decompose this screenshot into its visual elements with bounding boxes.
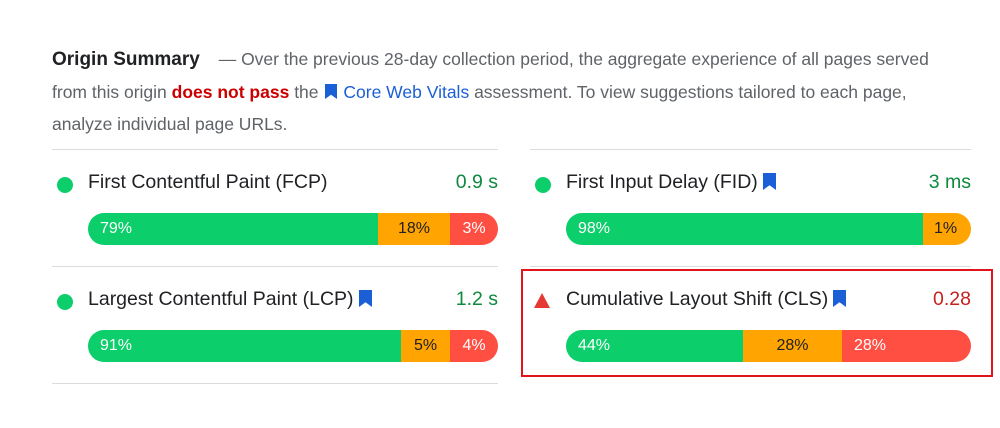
bar-segment-poor: 4% (450, 330, 498, 362)
bar-segment-good: 79% (88, 213, 378, 245)
metric-name: First Contentful Paint (FCP) (88, 171, 328, 193)
metric-name: Largest Contentful Paint (LCP) (88, 288, 372, 311)
metric-name: First Input Delay (FID) (566, 171, 776, 194)
bookmark-icon[interactable] (358, 290, 372, 307)
core-web-vitals-link-text: Core Web Vitals (343, 82, 470, 102)
bar-segment-needs-improvement: 18% (378, 213, 450, 245)
metric-lcp: Largest Contentful Paint (LCP) 1.2 s 91%… (52, 284, 498, 400)
metric-name: Cumulative Layout Shift (CLS) (566, 288, 847, 311)
divider-top-left (52, 149, 498, 150)
bookmark-icon[interactable] (833, 290, 847, 307)
metric-header: Cumulative Layout Shift (CLS) 0.28 (530, 284, 971, 314)
green-circle-icon (535, 177, 551, 193)
metric-header: First Contentful Paint (FCP) 0.9 s (52, 167, 498, 197)
bookmark-icon (325, 84, 338, 99)
metric-value: 3 ms (928, 171, 971, 193)
metric-cls: Cumulative Layout Shift (CLS) 0.28 44% 2… (530, 284, 971, 400)
distribution-bar: 79% 18% 3% (88, 213, 498, 245)
highlight-box (521, 269, 993, 377)
divider-bottom-left (52, 383, 498, 384)
metric-fcp: First Contentful Paint (FCP) 0.9 s 79% 1… (52, 167, 498, 283)
origin-summary: Origin Summary — Over the previous 28-da… (52, 43, 932, 140)
bar-segment-needs-improvement: 5% (401, 330, 450, 362)
metric-header: Largest Contentful Paint (LCP) 1.2 s (52, 284, 498, 314)
origin-summary-title: Origin Summary (52, 49, 200, 70)
core-web-vitals-link[interactable]: Core Web Vitals (323, 82, 469, 102)
metric-fid: First Input Delay (FID) 3 ms 98% 1% (530, 167, 971, 283)
bar-segment-poor: 3% (450, 213, 498, 245)
distribution-bar: 44% 28% 28% (566, 330, 971, 362)
divider-middle-right (530, 266, 971, 267)
divider-top-right (530, 149, 971, 150)
fail-status-text: does not pass (171, 82, 290, 102)
bar-segment-needs-improvement: 28% (743, 330, 842, 362)
summary-text-3: assessment. To view suggestions tailored… (52, 82, 907, 134)
bar-segment-poor: 28% (842, 330, 971, 362)
green-circle-icon (57, 294, 73, 310)
red-triangle-icon (534, 293, 550, 308)
divider-middle-left (52, 266, 498, 267)
distribution-bar: 98% 1% (566, 213, 971, 245)
metric-value: 0.9 s (455, 171, 498, 193)
bar-segment-good: 91% (88, 330, 401, 362)
metric-header: First Input Delay (FID) 3 ms (530, 167, 971, 197)
green-circle-icon (57, 177, 73, 193)
bar-segment-good: 44% (566, 330, 743, 362)
summary-text-2: the (294, 82, 319, 102)
bar-segment-needs-improvement: 1% (923, 213, 971, 245)
bar-segment-good: 98% (566, 213, 923, 245)
metric-value: 0.28 (933, 288, 971, 310)
bookmark-icon[interactable] (762, 173, 776, 190)
metric-value: 1.2 s (455, 288, 498, 310)
distribution-bar: 91% 5% 4% (88, 330, 498, 362)
summary-text-1: — Over the previous 28-day collection pe… (52, 49, 929, 102)
